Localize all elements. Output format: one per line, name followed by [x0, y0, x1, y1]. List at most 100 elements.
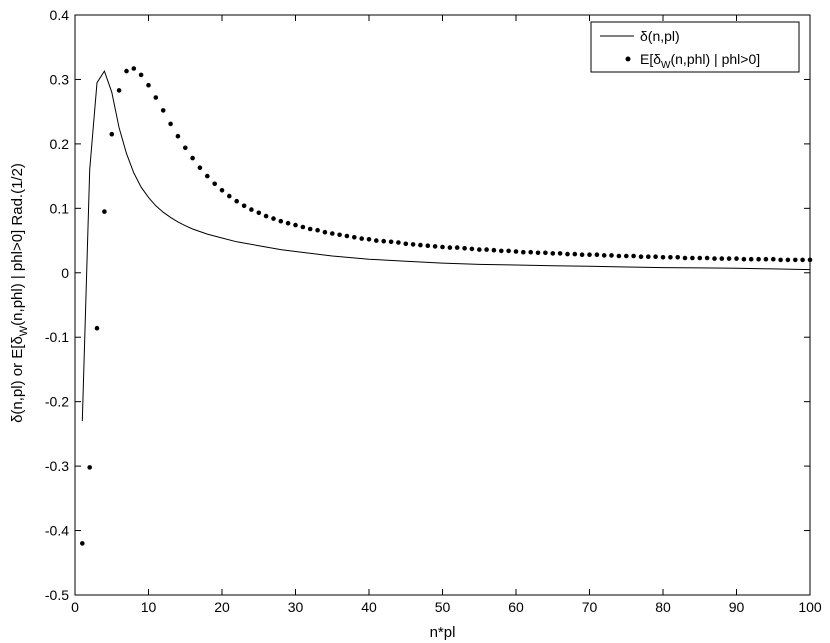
y-tick-label: 0: [61, 265, 69, 281]
series-point-expected: [734, 256, 739, 261]
series-point-expected: [785, 257, 791, 263]
series-point-expected: [499, 248, 504, 254]
series-point-expected: [94, 325, 100, 331]
plot-frame: [74, 14, 811, 596]
y-tick-label: 0.2: [50, 136, 70, 152]
series-point-expected: [763, 256, 769, 262]
series-point-expected: [609, 253, 614, 258]
series-point-expected: [432, 244, 438, 249]
y-tick-label: 0.3: [50, 71, 70, 87]
series-point-expected: [579, 252, 585, 257]
series-point-expected: [396, 240, 401, 245]
series-point-expected: [506, 248, 511, 254]
series-point-expected: [102, 209, 107, 214]
series-point-expected: [778, 257, 783, 263]
series-point-expected: [565, 251, 570, 257]
x-tick-label: 30: [288, 599, 304, 615]
series-point-expected: [741, 256, 747, 262]
series-point-expected: [682, 255, 688, 261]
series-point-expected: [330, 231, 335, 236]
series-point-expected: [410, 242, 416, 247]
y-axis-label-post: (n,phl) | phl>0] Rad.(1/2): [9, 163, 26, 326]
series-point-expected: [403, 241, 409, 247]
series-point-expected: [697, 255, 703, 261]
series-point-expected: [183, 145, 188, 151]
series-point-expected: [418, 242, 423, 248]
y-axis-label: δ(n,pl) or E[δW(n,phl) | phl>0] Rad.(1/2…: [9, 163, 30, 423]
series-line-delta: [81, 69, 811, 422]
y-tick-label: -0.1: [45, 329, 69, 345]
series-point-expected: [690, 255, 695, 261]
series-point-expected: [756, 256, 761, 262]
x-axis-label: n*pl: [430, 624, 456, 641]
legend-box: [590, 21, 800, 73]
series-point-expected: [87, 465, 92, 470]
series-point-expected: [587, 252, 592, 257]
y-tick-label: -0.3: [45, 458, 69, 474]
series-point-expected: [124, 68, 129, 74]
y-axis-label-sub: W: [18, 325, 30, 336]
series-point-expected: [528, 249, 533, 255]
series-point-expected: [513, 249, 519, 254]
series-point-expected: [307, 226, 313, 232]
series-point-expected: [653, 254, 658, 259]
series-point-expected: [153, 95, 159, 100]
y-tick-label: -0.5: [45, 587, 69, 603]
series-point-expected: [447, 245, 453, 250]
series-point-expected: [227, 193, 232, 199]
series-point-expected: [337, 232, 342, 238]
series-point-expected: [146, 82, 151, 88]
legend-entry-dots: E[δW(n,phl) | phl>0]: [640, 51, 760, 71]
legend-dot-swatch: [625, 56, 631, 62]
x-tick-label: 40: [361, 599, 377, 615]
series-point-expected: [344, 233, 350, 239]
series-point-expected: [160, 108, 166, 113]
series-point-expected: [249, 207, 254, 212]
series-point-expected: [646, 254, 651, 259]
series-point-expected: [285, 220, 291, 226]
x-tick-label: 60: [508, 599, 524, 615]
series-point-expected: [374, 238, 379, 243]
x-tick-label: 10: [141, 599, 157, 615]
legend: δ(n,pl) E[δW(n,phl) | phl>0]: [590, 21, 800, 73]
y-tick-label: 0.4: [50, 7, 70, 23]
series-point-expected: [219, 188, 225, 193]
series-point-expected: [462, 246, 467, 251]
x-tick-label: 50: [435, 599, 451, 615]
series-point-expected: [469, 246, 475, 252]
series-point-expected: [381, 238, 387, 244]
series-point-expected: [616, 253, 622, 259]
series-point-expected: [388, 239, 394, 245]
series-point-expected: [190, 155, 195, 161]
axis-ticks: 0 10 20 30 40 50 60 70 80 90 100 -0.5 -0.4 -0.3 -0.2 -0…: [45, 7, 822, 615]
y-tick-label: -0.4: [45, 523, 69, 539]
series-point-expected: [594, 252, 600, 257]
series-point-expected: [719, 256, 725, 261]
series-point-expected: [80, 541, 85, 546]
series-point-expected: [205, 173, 210, 179]
series-point-expected: [278, 218, 284, 224]
series-point-expected: [138, 72, 144, 78]
series-point-expected: [366, 237, 372, 242]
series-point-expected: [168, 121, 173, 127]
series-point-expected: [212, 181, 217, 187]
series-point-expected: [631, 253, 636, 259]
series-point-expected: [293, 222, 298, 228]
series-point-expected: [477, 247, 482, 252]
series-point-expected: [800, 257, 805, 263]
series-point-expected: [425, 243, 431, 248]
legend-entry-dots-sub: W: [661, 60, 671, 71]
x-tick-label: 100: [798, 599, 822, 615]
series-point-expected: [712, 256, 717, 261]
legend-entry-line: δ(n,pl): [640, 28, 680, 44]
series-group: [80, 66, 813, 546]
series-point-expected: [131, 66, 137, 71]
series-point-expected: [535, 250, 541, 256]
y-axis-label-pre: δ(n,pl) or E[δ: [9, 336, 26, 423]
series-point-expected: [263, 213, 269, 219]
legend-entry-dots-post: (n,phl) | phl>0]: [670, 51, 760, 67]
legend-entry-dots-pre: E[δ: [640, 51, 661, 67]
series-point-expected: [197, 165, 203, 170]
x-tick-label: 90: [729, 599, 745, 615]
